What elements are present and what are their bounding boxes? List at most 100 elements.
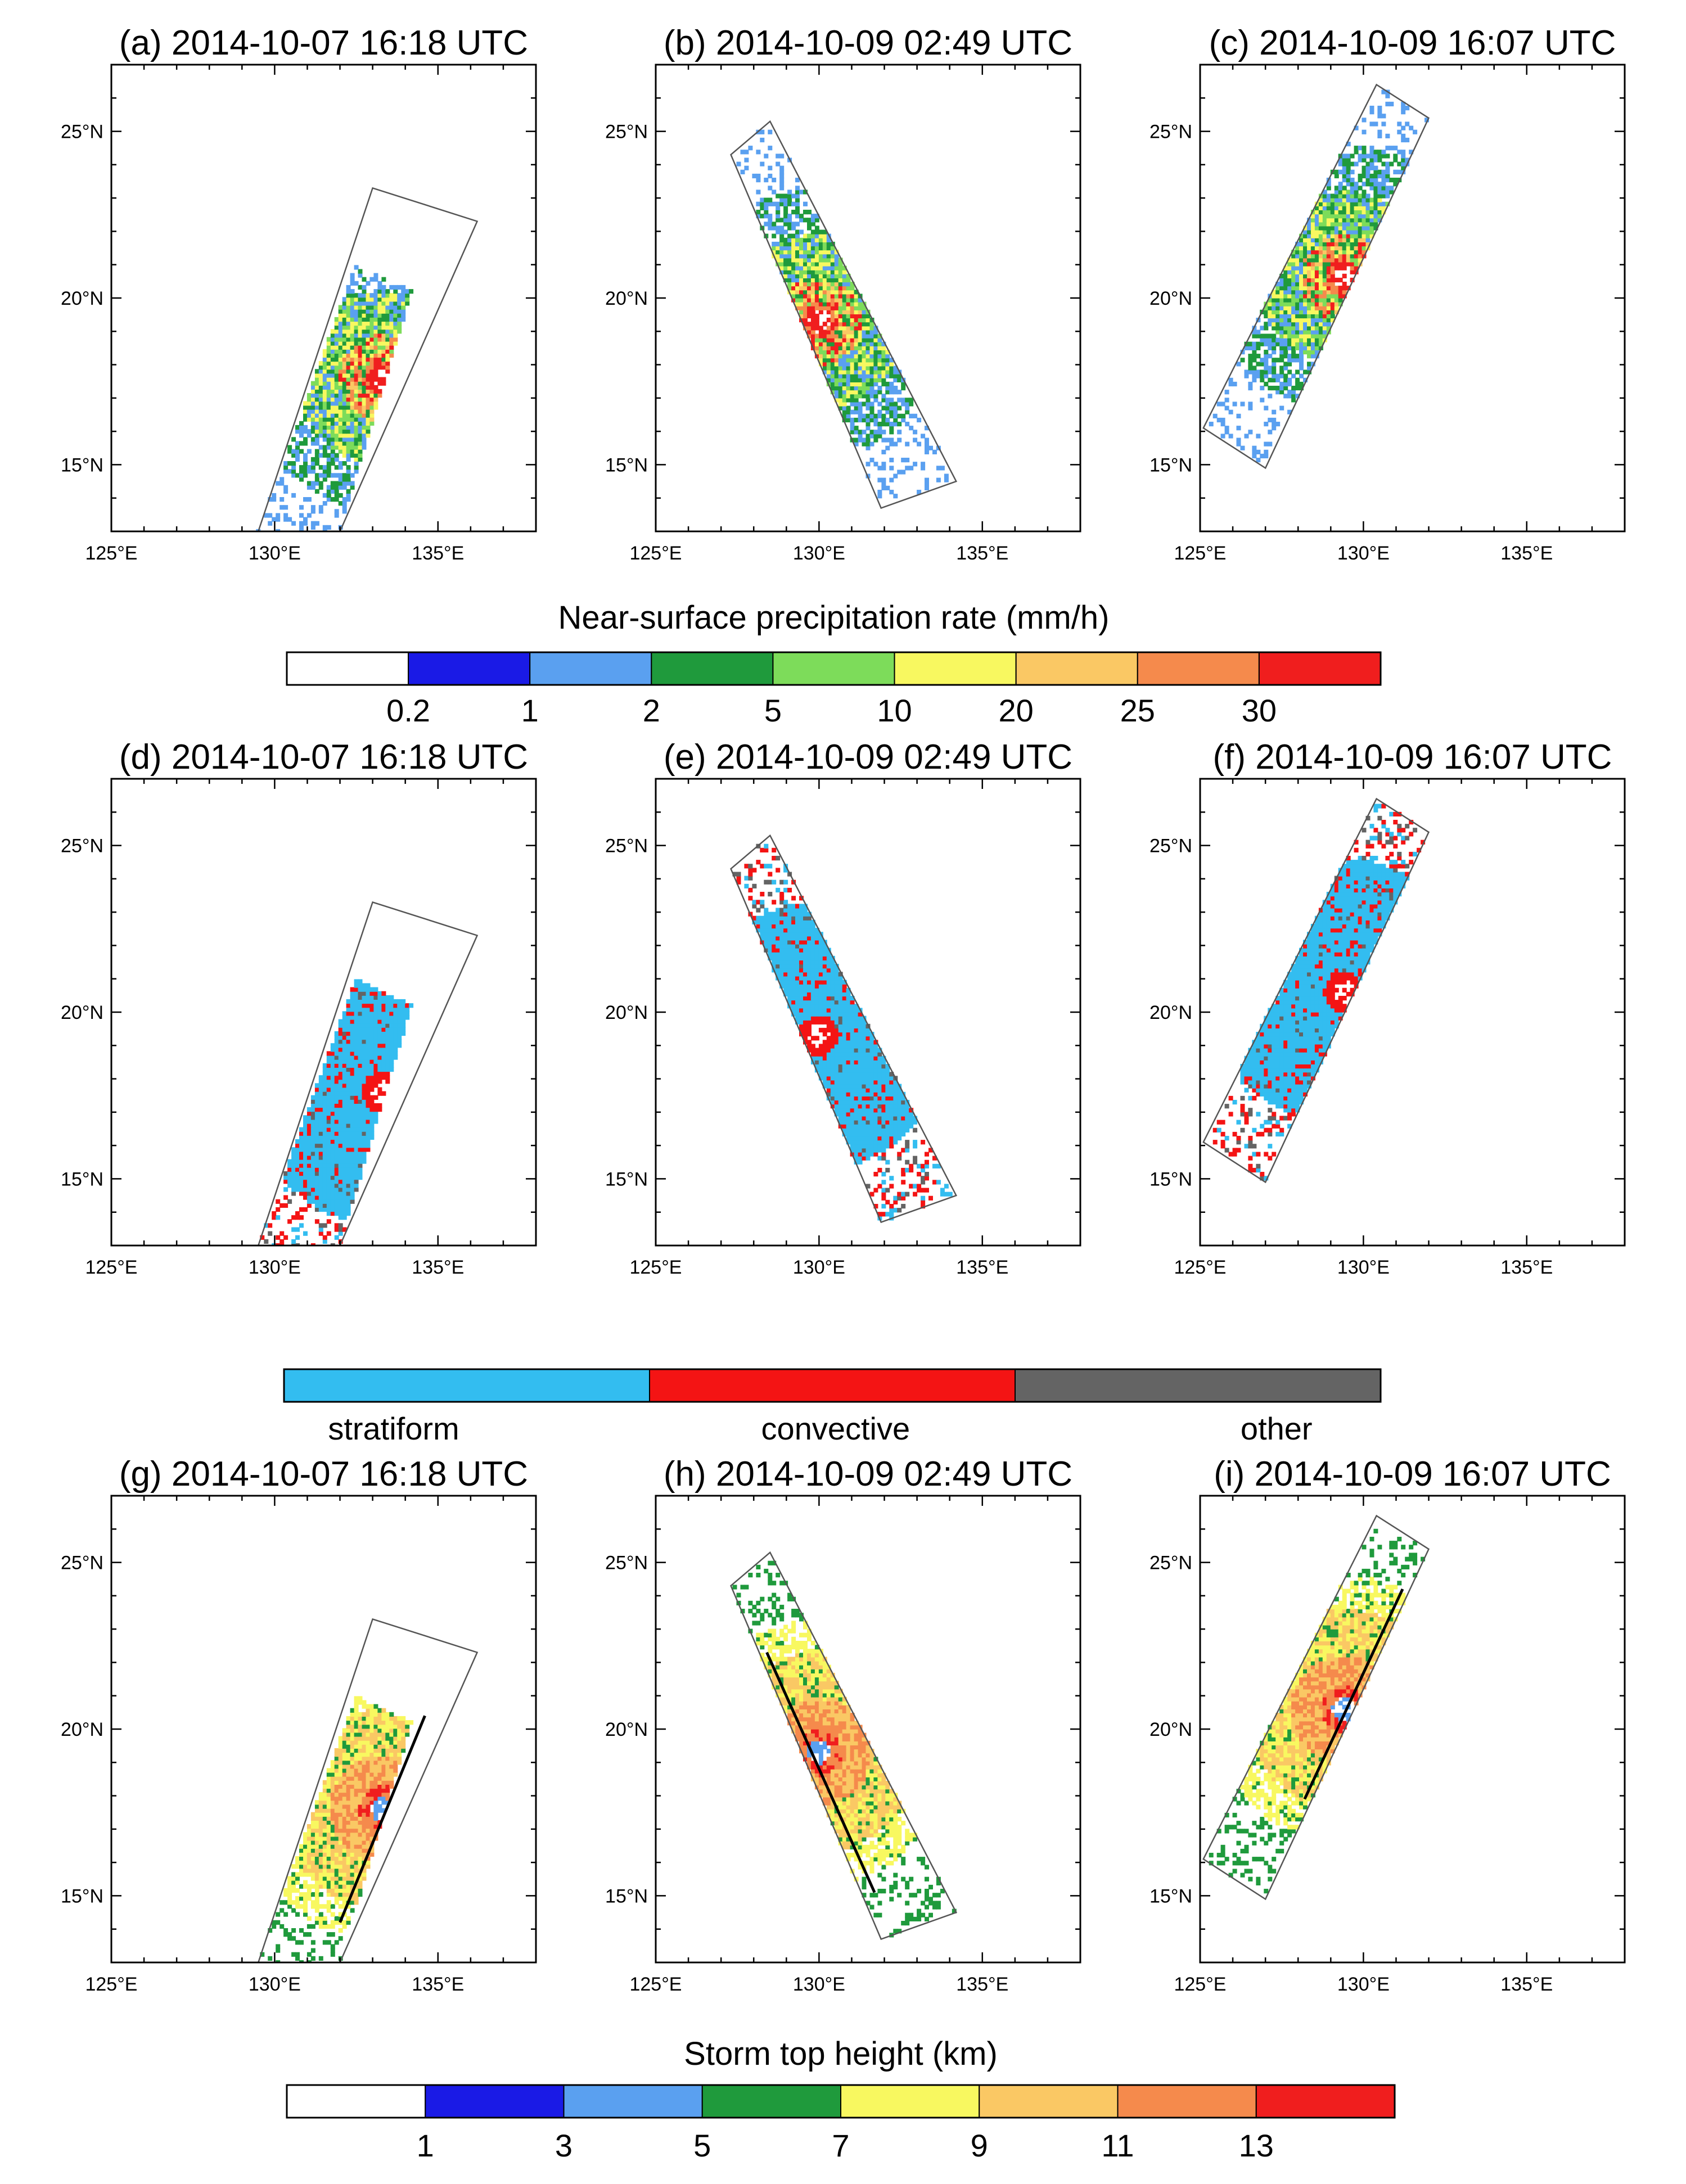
data-cell (1275, 373, 1281, 378)
data-cell (846, 1084, 851, 1089)
data-cell (885, 1127, 890, 1132)
data-cell (791, 210, 796, 215)
data-cell (854, 1140, 859, 1145)
data-cell (369, 1099, 375, 1104)
data-cell (846, 1055, 851, 1061)
data-cell (1279, 282, 1284, 287)
data-cell (1373, 150, 1378, 155)
data-cell (893, 1088, 898, 1093)
data-cell (318, 1103, 323, 1108)
data-cell (897, 1104, 902, 1109)
data-cell (369, 1071, 375, 1076)
data-cell (322, 1195, 327, 1200)
data-cell (862, 326, 867, 331)
data-cell (881, 398, 886, 403)
data-cell (310, 1139, 315, 1144)
data-cell (893, 369, 898, 374)
data-cell (350, 1031, 355, 1036)
data-cell (272, 1215, 277, 1220)
data-cell (834, 337, 839, 342)
data-cell (772, 250, 777, 255)
data-cell (869, 1095, 874, 1101)
data-cell (369, 1019, 375, 1024)
data-cell (869, 350, 874, 355)
data-cell (865, 1148, 871, 1153)
data-cell (1362, 189, 1367, 195)
data-cell (326, 1143, 331, 1148)
data-cell (838, 261, 843, 267)
data-cell (346, 1127, 351, 1132)
data-cell (873, 1095, 878, 1101)
data-cell (1322, 261, 1327, 267)
data-cell (854, 377, 859, 382)
data-cell (889, 1208, 894, 1213)
data-cell (268, 513, 273, 518)
data-cell (838, 1016, 843, 1021)
data-cell (768, 201, 773, 206)
data-cell (1314, 218, 1319, 223)
data-cell (389, 1059, 394, 1064)
data-cell (350, 1003, 355, 1008)
data-cell (1283, 394, 1288, 399)
data-cell (1291, 350, 1296, 355)
data-cell (350, 1067, 355, 1072)
data-cell (381, 313, 386, 318)
data-cell (362, 397, 367, 402)
data-cell (1350, 186, 1355, 191)
data-cell (869, 434, 874, 439)
data-cell (1310, 305, 1315, 310)
data-cell (854, 373, 859, 378)
data-cell (865, 337, 871, 342)
data-cell (877, 1104, 882, 1109)
data-cell (318, 361, 323, 366)
data-cell (881, 413, 886, 418)
data-cell (358, 1059, 363, 1064)
data-cell (822, 290, 827, 295)
data-cell (807, 1016, 812, 1021)
data-cell (362, 429, 367, 434)
data-cell (881, 1104, 886, 1109)
data-cell (803, 241, 808, 247)
data-cell (369, 325, 375, 330)
data-cell (1342, 233, 1347, 238)
data-cell (905, 1140, 910, 1145)
data-cell (373, 1039, 378, 1044)
data-cell (303, 441, 308, 446)
data-cell (877, 1144, 882, 1149)
data-cell (362, 1119, 367, 1124)
data-cell (862, 441, 867, 446)
x-tick-label: 130°E (1337, 543, 1390, 564)
data-cell (1385, 186, 1390, 191)
data-cell (362, 1115, 367, 1120)
data-cell (354, 1047, 359, 1052)
data-cell (338, 1059, 343, 1064)
data-cell (822, 1016, 827, 1021)
data-cell (921, 462, 926, 467)
data-cell (925, 426, 929, 431)
data-cell (877, 1136, 882, 1141)
x-tick-label: 130°E (249, 543, 301, 564)
data-cell (873, 1044, 878, 1049)
data-cell (1310, 269, 1315, 274)
data-cell (807, 210, 812, 215)
data-cell (350, 1183, 355, 1188)
data-cell (1299, 241, 1304, 247)
data-cell (318, 1123, 323, 1128)
data-cell (1377, 205, 1382, 210)
data-cell (1299, 358, 1304, 363)
data-cell (362, 445, 367, 450)
data-cell (338, 1199, 343, 1204)
data-cell (1330, 309, 1335, 314)
data-cell (401, 1007, 406, 1012)
data-cell (385, 345, 390, 350)
data-cell (342, 409, 347, 414)
data-cell (834, 294, 839, 299)
data-cell (1228, 434, 1233, 439)
data-cell (1307, 318, 1311, 323)
data-cell (291, 453, 296, 458)
data-cell (799, 294, 804, 299)
data-cell (1228, 377, 1233, 382)
data-cell (397, 325, 402, 330)
data-cell (287, 449, 292, 454)
data-cell (944, 477, 949, 482)
